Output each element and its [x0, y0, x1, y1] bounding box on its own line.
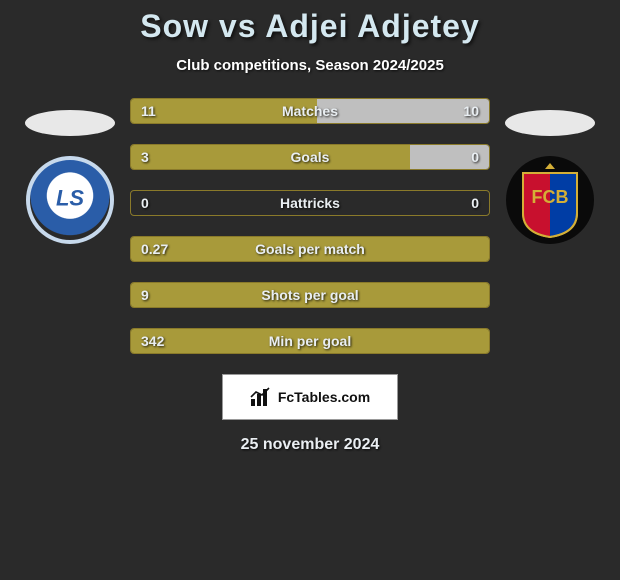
comparison-card: Sow vs Adjei Adjetey Club competitions, …	[0, 0, 620, 580]
chart-icon	[250, 387, 272, 407]
brand-text: FcTables.com	[278, 389, 370, 405]
bar-left-fill	[131, 237, 489, 261]
bar-left-fill	[131, 329, 489, 353]
stat-bar: Goals30	[130, 144, 490, 170]
stat-value-right: 0	[471, 195, 479, 211]
date-text: 25 november 2024	[0, 436, 620, 454]
stat-bars: Matches1110 Goals30 Hattricks 0 0 Goals per m…	[130, 98, 490, 354]
bar-right-fill	[317, 99, 489, 123]
left-column	[20, 98, 120, 244]
club-crest-right: FCB	[506, 156, 594, 244]
brand-badge: FcTables.com	[222, 374, 398, 420]
stat-bar: Matches1110	[130, 98, 490, 124]
stat-value-left: 0	[141, 195, 149, 211]
bar-left-fill	[131, 283, 489, 307]
player-silhouette-right	[505, 110, 595, 136]
main-row: Matches1110 Goals30 Hattricks 0 0 Goals per m…	[0, 98, 620, 354]
stat-label: Hattricks	[280, 195, 340, 211]
stat-bar: Shots per goal9	[130, 282, 490, 308]
right-column: FCB	[500, 98, 600, 244]
bar-left-fill	[131, 145, 410, 169]
bar-right-fill	[410, 145, 489, 169]
page-title: Sow vs Adjei Adjetey	[0, 8, 620, 45]
stat-bar: Hattricks 0 0	[130, 190, 490, 216]
bar-left-fill	[131, 99, 317, 123]
subtitle: Club competitions, Season 2024/2025	[0, 57, 620, 74]
player-silhouette-left	[25, 110, 115, 136]
club-crest-left	[26, 156, 114, 244]
stat-bar: Min per goal342	[130, 328, 490, 354]
svg-text:FCB: FCB	[532, 187, 569, 207]
stat-bar: Goals per match0.27	[130, 236, 490, 262]
